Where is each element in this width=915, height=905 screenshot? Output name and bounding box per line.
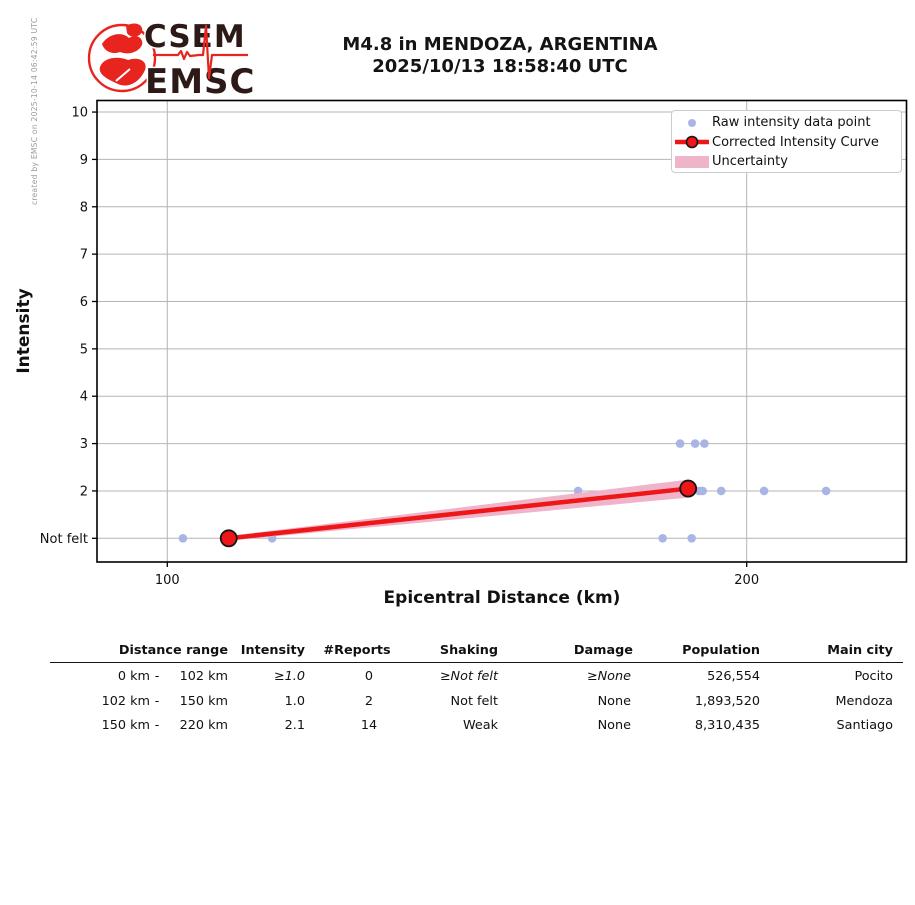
raw-data-point xyxy=(759,486,769,496)
raw-data-point xyxy=(821,486,831,496)
table-cell-intensity: ≥1.0 xyxy=(273,669,305,684)
table-cell-shaking: ≥Not felt xyxy=(439,669,498,684)
emsc-logo: CSEM EMSC xyxy=(87,18,257,101)
corrected-curve-marker xyxy=(679,479,698,498)
table-header-cell: Damage xyxy=(573,643,633,658)
uncertainty-swatch-icon xyxy=(672,155,712,168)
title-event: M4.8 in MENDOZA, ARGENTINA xyxy=(342,34,658,55)
x-tick-label: 200 xyxy=(734,573,759,588)
chart-legend: Raw intensity data point Corrected Inten… xyxy=(671,110,902,173)
table-header-cell: Population xyxy=(682,643,760,658)
table-cell-reports: 0 xyxy=(364,669,374,684)
table-cell-distance-range: 0 km -102 km xyxy=(117,669,228,684)
table-cell-shaking: Not felt xyxy=(450,693,498,709)
table-cell-reports: 14 xyxy=(360,718,378,733)
table-cell-intensity: 1.0 xyxy=(284,693,305,709)
table-header-cell: Intensity xyxy=(240,643,305,658)
raw-data-point xyxy=(698,486,707,496)
y-tick-label: 4 xyxy=(80,390,88,405)
table-header-rule xyxy=(50,661,903,664)
table-cell-main-city: Santiago xyxy=(836,718,893,733)
corrected-curve-marker xyxy=(219,529,238,548)
raw-data-point xyxy=(690,439,700,448)
svg-text:EMSC: EMSC xyxy=(145,62,256,100)
title-datetime: 2025/10/13 18:58:40 UTC xyxy=(372,56,628,77)
legend-item-raw: Raw intensity data point xyxy=(672,113,901,133)
curve-swatch-icon xyxy=(672,134,712,150)
legend-item-curve: Corrected Intensity Curve xyxy=(672,133,901,153)
raw-data-point xyxy=(687,534,696,543)
plot-border xyxy=(96,99,908,563)
raw-data-point xyxy=(658,534,667,543)
chart-title: M4.8 in MENDOZA, ARGENTINA 2025/10/13 18… xyxy=(250,34,750,78)
table-cell-shaking: Weak xyxy=(462,718,498,733)
raw-data-point xyxy=(716,486,726,496)
y-tick-label: 3 xyxy=(80,437,88,452)
legend-label: Uncertainty xyxy=(712,154,788,170)
y-tick-label: 5 xyxy=(80,342,88,357)
table-cell-main-city: Mendoza xyxy=(835,693,893,709)
table-cell-population: 526,554 xyxy=(707,669,760,684)
table-cell-damage: None xyxy=(597,718,631,733)
table-cell-distance-range: 150 km -220 km xyxy=(101,718,228,733)
table-header-cell: Distance range xyxy=(118,643,228,658)
table-header-cell: Shaking xyxy=(439,643,498,658)
y-tick-label: 6 xyxy=(80,295,88,310)
corrected-intensity-curve xyxy=(228,486,689,541)
table-cell-intensity: 2.1 xyxy=(284,718,305,733)
table-header-cell: Main city xyxy=(827,643,893,658)
logo-text: CSEM EMSC xyxy=(143,18,257,101)
legend-label: Raw intensity data point xyxy=(712,115,871,131)
raw-data-point xyxy=(178,534,188,543)
y-tick-label: 7 xyxy=(80,248,88,263)
y-tick-label: 2 xyxy=(80,484,88,499)
seismogram-trace-icon xyxy=(153,24,248,80)
y-tick-label: 10 xyxy=(71,106,88,121)
table-cell-damage: None xyxy=(597,693,631,709)
x-tick-label: 100 xyxy=(155,573,180,588)
legend-item-uncertainty: Uncertainty xyxy=(672,152,901,172)
x-axis-label: Epicentral Distance (km) xyxy=(383,588,621,608)
svg-text:CSEM: CSEM xyxy=(144,19,246,55)
raw-data-point xyxy=(675,439,685,448)
y-tick-label: 8 xyxy=(80,200,88,215)
table-cell-reports: 2 xyxy=(364,693,374,709)
table-cell-population: 8,310,435 xyxy=(694,718,760,733)
table-cell-damage: ≥None xyxy=(586,669,631,684)
table-cell-population: 1,893,520 xyxy=(694,693,760,709)
legend-label: Corrected Intensity Curve xyxy=(712,134,879,150)
table-cell-distance-range: 102 km -150 km xyxy=(101,693,228,709)
y-tick-label: 9 xyxy=(80,153,88,168)
table-header-cell: #Reports xyxy=(323,643,391,658)
globe-icon xyxy=(87,23,157,93)
raw-data-point xyxy=(700,439,709,448)
y-tick-label: Not felt xyxy=(40,532,88,547)
table-cell-main-city: Pocito xyxy=(854,669,893,684)
raw-point-swatch-icon xyxy=(672,118,712,127)
